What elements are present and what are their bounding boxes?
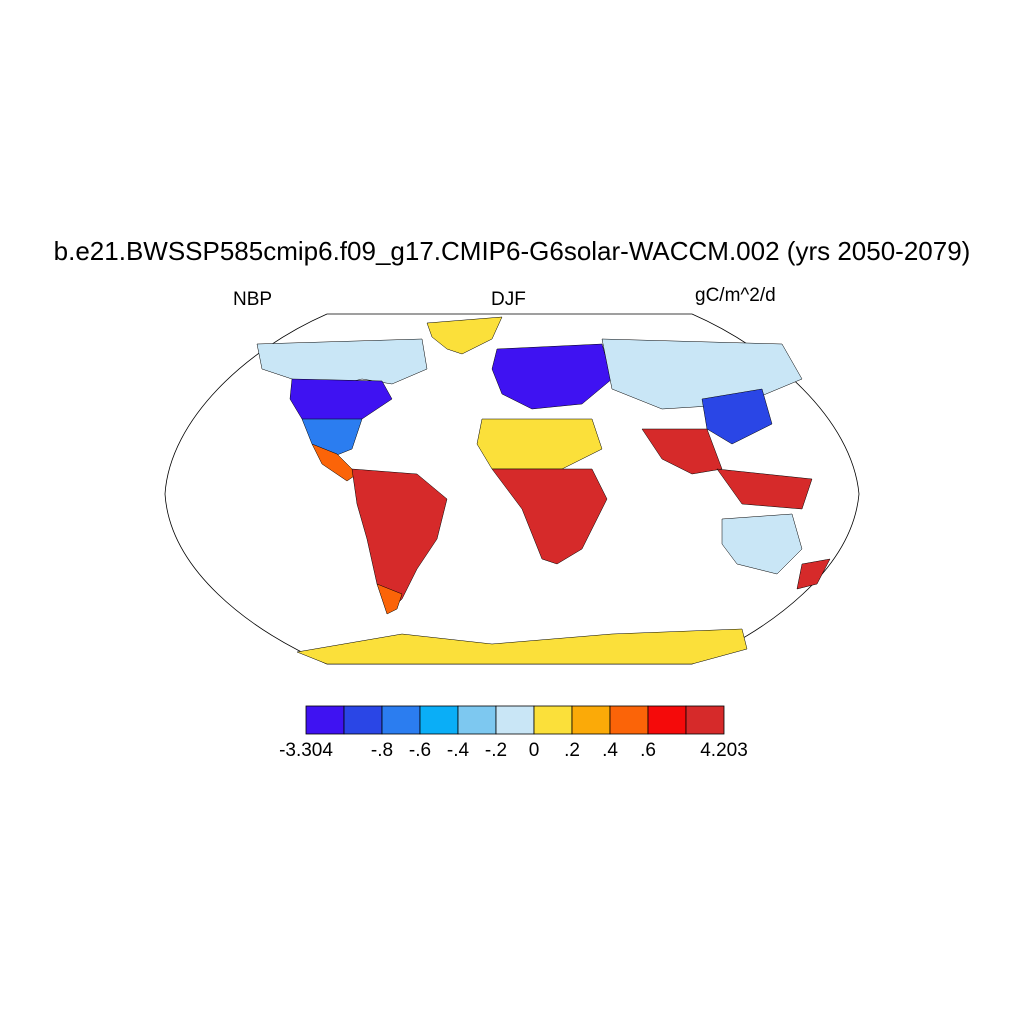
colorbar-label: -.6 [408, 740, 432, 761]
world-map [164, 313, 860, 665]
map-title: b.e21.BWSSP585cmip6.f09_g17.CMIP6-G6sola… [53, 236, 971, 266]
colorbar-box [381, 705, 421, 735]
units-label: gC/m^2/d [695, 285, 776, 306]
season-label: DJF [491, 289, 526, 310]
colorbar-label: 4.203 [700, 740, 748, 761]
colorbar-box [685, 705, 725, 735]
colorbar-box [647, 705, 687, 735]
colorbar-box [305, 705, 345, 735]
colorbar-box [495, 705, 535, 735]
maritime-se-asia [716, 468, 813, 510]
south-america [351, 468, 448, 610]
africa-south [491, 468, 608, 565]
colorbar-label: .4 [602, 740, 618, 761]
colorbar-label: -.8 [370, 740, 394, 761]
colorbar-label: -.2 [484, 740, 508, 761]
variable-label: NBP [233, 289, 273, 310]
colorbar-box [571, 705, 611, 735]
central-america [311, 443, 358, 482]
greenland [426, 316, 503, 355]
colorbar [305, 705, 725, 735]
south-america-south [376, 583, 403, 615]
colorbar-box [609, 705, 649, 735]
colorbar-box [533, 705, 573, 735]
south-asia [641, 428, 723, 475]
colorbar-box [419, 705, 459, 735]
colorbar-label: .2 [564, 740, 580, 761]
colorbar-box [343, 705, 383, 735]
colorbar-label: 0 [528, 740, 540, 761]
colorbar-label: -3.304 [279, 740, 333, 761]
europe [491, 343, 613, 410]
australia [721, 513, 803, 575]
north-america-north [256, 338, 428, 390]
colorbar-label: -.4 [446, 740, 470, 761]
asia-east [701, 388, 773, 445]
antarctica [296, 628, 748, 665]
new-zealand [796, 558, 831, 590]
colorbar-label: .6 [640, 740, 656, 761]
colorbar-box [457, 705, 497, 735]
